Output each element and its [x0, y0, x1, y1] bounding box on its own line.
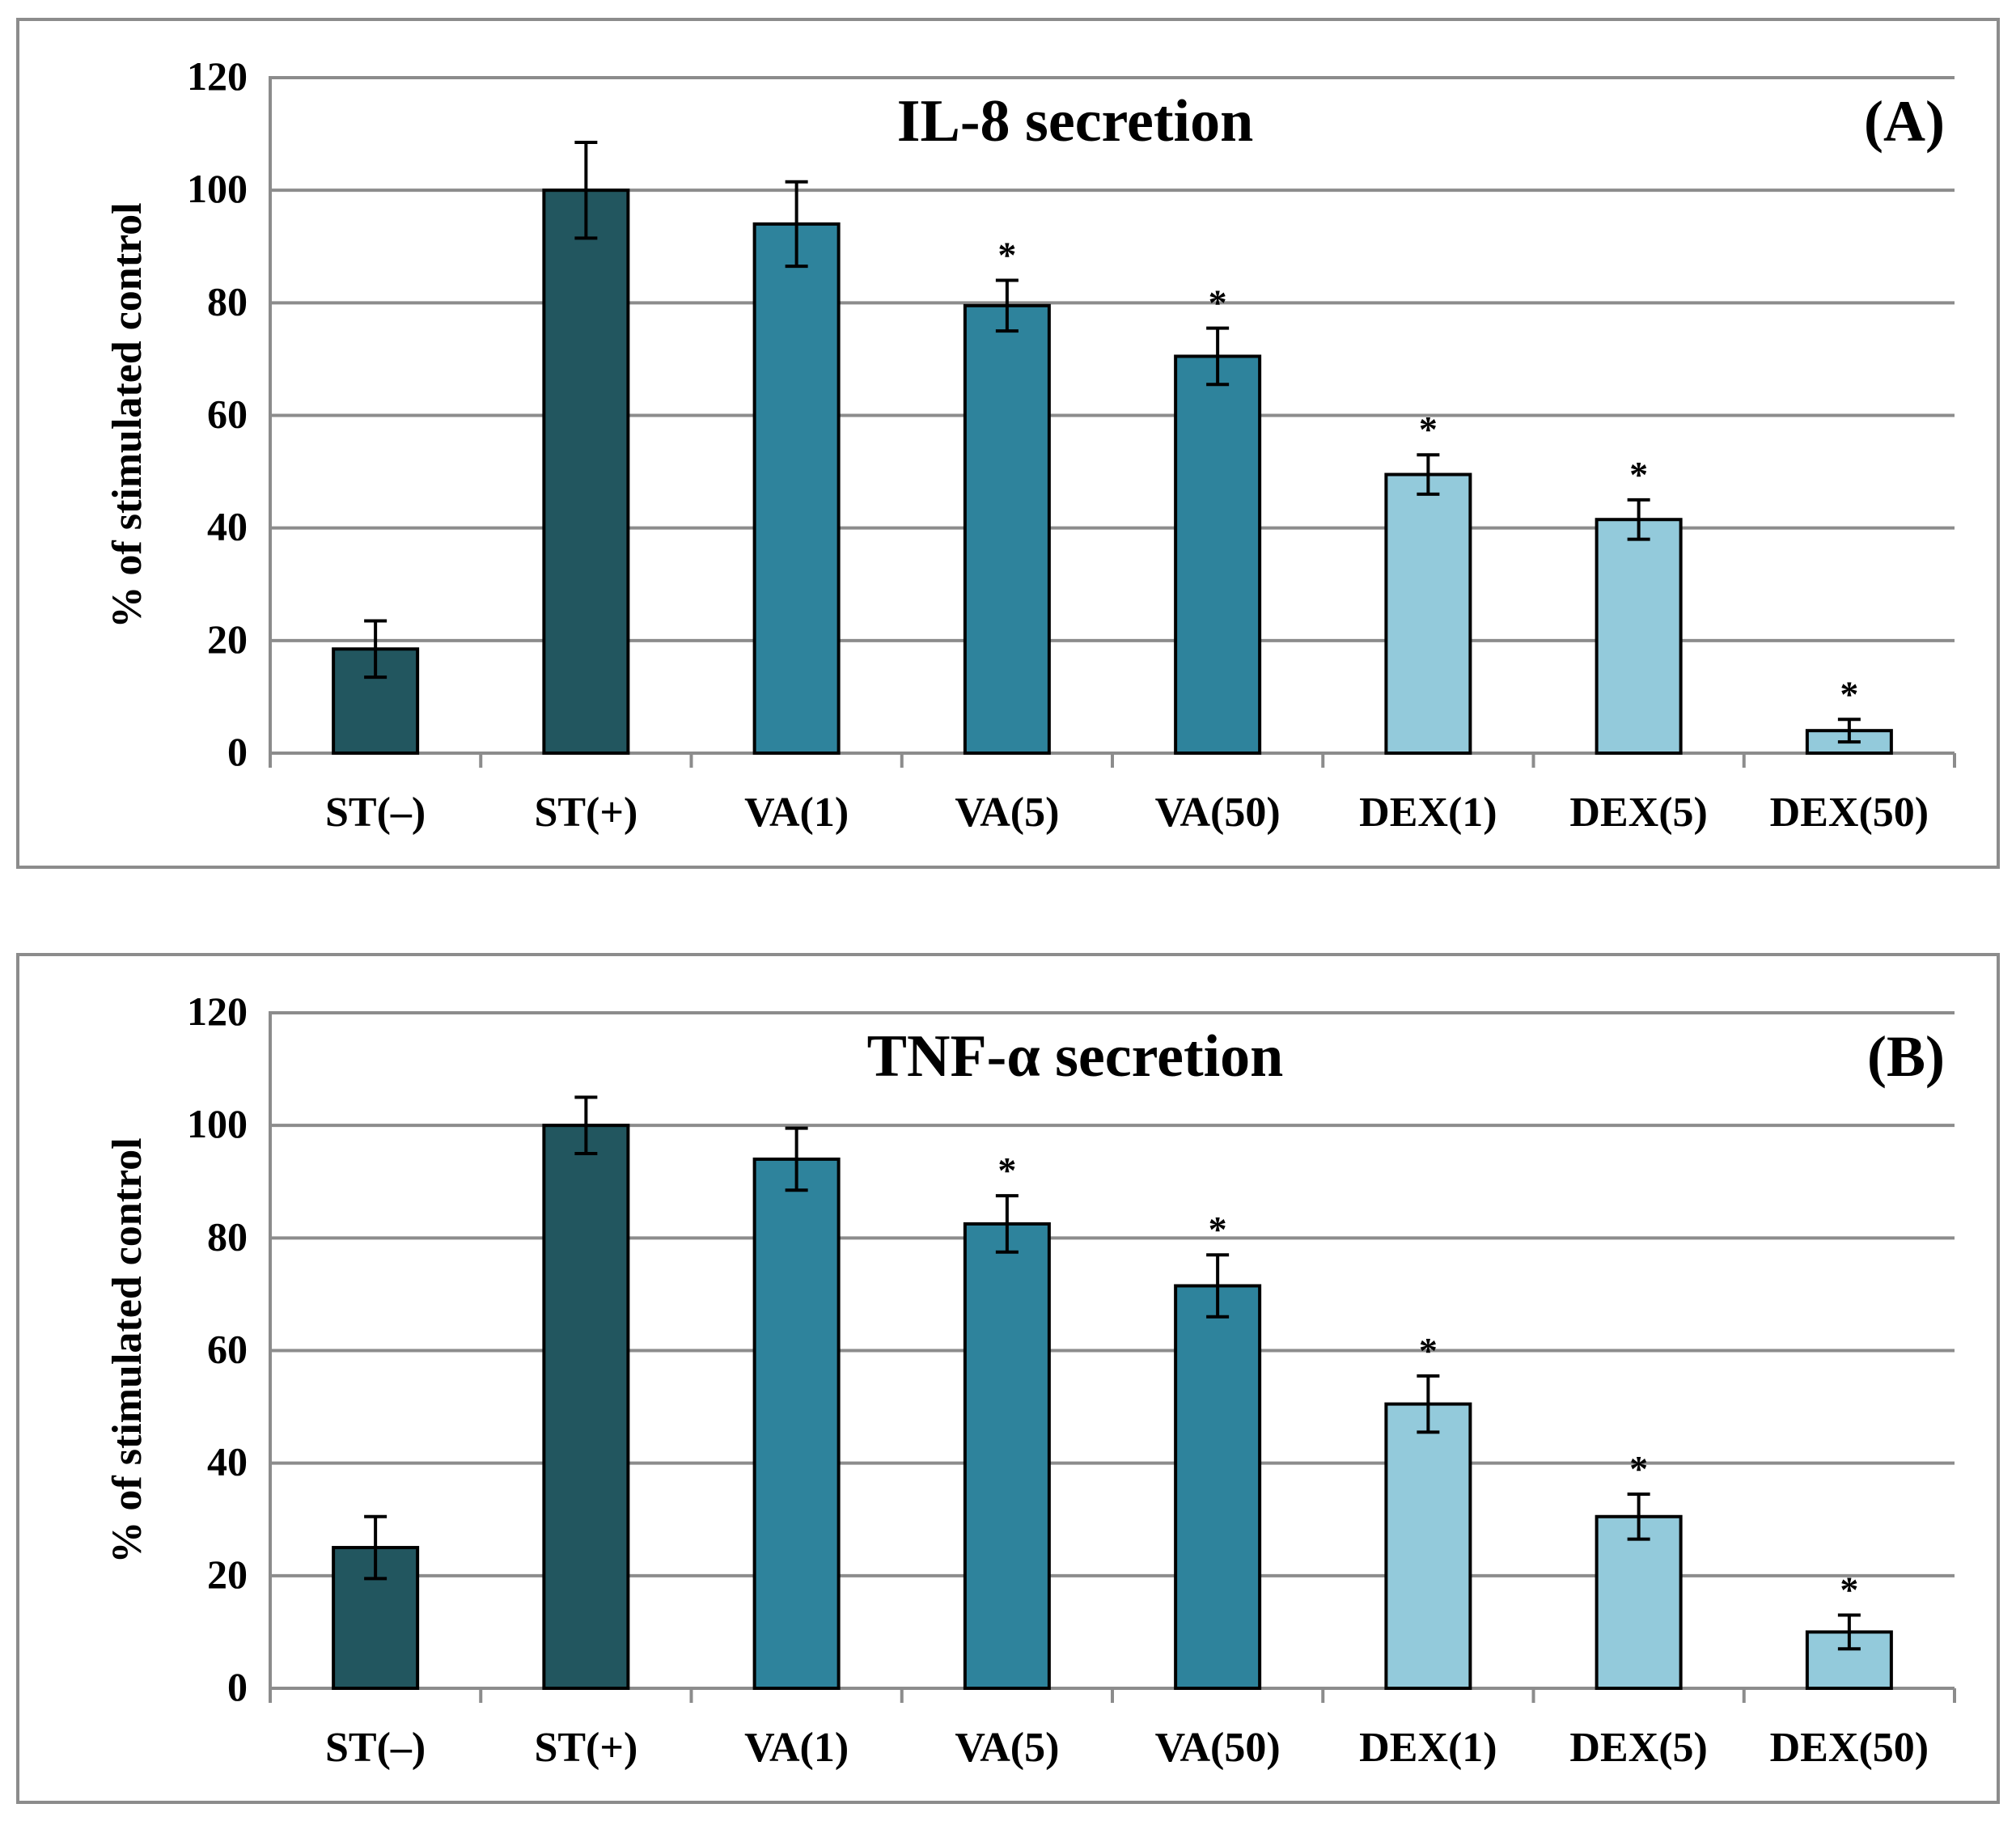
- y-tick-label: 80: [207, 278, 248, 324]
- error-bar: [1837, 1613, 1861, 1651]
- bar: [963, 1222, 1051, 1690]
- y-tick-label: 120: [187, 53, 248, 99]
- bar: [542, 1124, 630, 1690]
- error-bar: [995, 278, 1019, 333]
- category-label: DEX(50): [1770, 790, 1929, 836]
- category-label: DEX(1): [1359, 790, 1497, 836]
- error-bar: [995, 1194, 1019, 1254]
- error-bar: [574, 1095, 598, 1155]
- y-tick-label: 0: [227, 729, 248, 774]
- significance-marker: *: [1209, 282, 1227, 324]
- y-tick-label: 120: [187, 989, 248, 1034]
- error-bar: [1206, 1253, 1230, 1319]
- y-tick-label: 100: [187, 166, 248, 211]
- y-tick-label: 40: [207, 504, 248, 549]
- category-label: VA(1): [744, 1725, 849, 1771]
- significance-marker: *: [1419, 1330, 1438, 1371]
- category-label: VA(5): [955, 790, 1059, 836]
- significance-marker: *: [1629, 1448, 1648, 1489]
- bar: [1174, 354, 1262, 755]
- bar: [542, 188, 630, 755]
- category-label: ST(+): [534, 1725, 637, 1771]
- error-bar: [364, 619, 388, 680]
- y-tick-label: 20: [207, 616, 248, 662]
- y-tick-label: 60: [207, 1327, 248, 1372]
- bar: [1174, 1284, 1262, 1690]
- chart-panel-a: 0 20 40 60 80 100 120 ST(–) ST(+) VA(1) * VA(5) * VA(…: [16, 18, 2000, 869]
- category-label: ST(–): [325, 1725, 426, 1771]
- error-bar: [364, 1514, 388, 1581]
- chart-panel-b: 0 20 40 60 80 100 120 ST(–) ST(+) VA(1) * VA(5) * VA(…: [16, 953, 2000, 1804]
- significance-marker: *: [997, 235, 1016, 276]
- bar-chart-b: 0 20 40 60 80 100 120 ST(–) ST(+) VA(1) * VA(5) * VA(…: [104, 989, 1956, 1771]
- y-tick-label: 80: [207, 1213, 248, 1259]
- significance-marker: *: [997, 1150, 1016, 1191]
- bar: [752, 1157, 841, 1690]
- category-label: VA(50): [1155, 1725, 1281, 1771]
- significance-marker: *: [1840, 1569, 1858, 1611]
- category-label: ST(+): [534, 790, 637, 836]
- category-label: DEX(5): [1569, 1725, 1707, 1771]
- error-bar: [1417, 1374, 1440, 1434]
- y-tick-label: 60: [207, 392, 248, 437]
- error-bar: [1627, 498, 1650, 541]
- bar: [1384, 1402, 1472, 1691]
- error-bar: [574, 141, 598, 240]
- y-axis-label: % of stimulated control: [104, 1137, 150, 1563]
- y-tick-label: 40: [207, 1439, 248, 1484]
- panel-label: (A): [1864, 89, 1945, 154]
- category-label: ST(–): [325, 790, 426, 836]
- error-bar: [785, 1126, 808, 1192]
- y-tick-label: 20: [207, 1552, 248, 1597]
- bar: [963, 303, 1051, 755]
- bar: [1595, 1514, 1683, 1690]
- category-label: VA(1): [744, 790, 849, 836]
- y-axis-label: % of stimulated control: [104, 202, 150, 628]
- bar: [752, 222, 841, 755]
- error-bar: [1627, 1492, 1650, 1541]
- error-bar: [785, 180, 808, 269]
- chart-title: IL-8 secretion: [897, 88, 1254, 155]
- significance-marker: *: [1209, 1209, 1227, 1250]
- category-label: DEX(5): [1569, 790, 1707, 836]
- error-bar: [1206, 326, 1230, 387]
- category-label: DEX(1): [1359, 1725, 1497, 1771]
- y-tick-label: 100: [187, 1101, 248, 1146]
- category-label: VA(5): [955, 1725, 1059, 1771]
- panel-label: (B): [1867, 1024, 1945, 1089]
- category-label: DEX(50): [1770, 1725, 1929, 1771]
- bar: [1384, 472, 1472, 755]
- chart-title: TNF-α secretion: [867, 1023, 1284, 1090]
- significance-marker: *: [1629, 454, 1648, 495]
- significance-marker: *: [1840, 673, 1858, 714]
- error-bar: [1417, 453, 1440, 496]
- category-label: VA(50): [1155, 790, 1281, 836]
- bar-chart-a: 0 20 40 60 80 100 120 ST(–) ST(+) VA(1) * VA(5) * VA(…: [104, 53, 1956, 836]
- y-tick-label: 0: [227, 1664, 248, 1709]
- significance-marker: *: [1419, 409, 1438, 450]
- error-bar: [1837, 718, 1861, 744]
- bar: [1595, 518, 1683, 756]
